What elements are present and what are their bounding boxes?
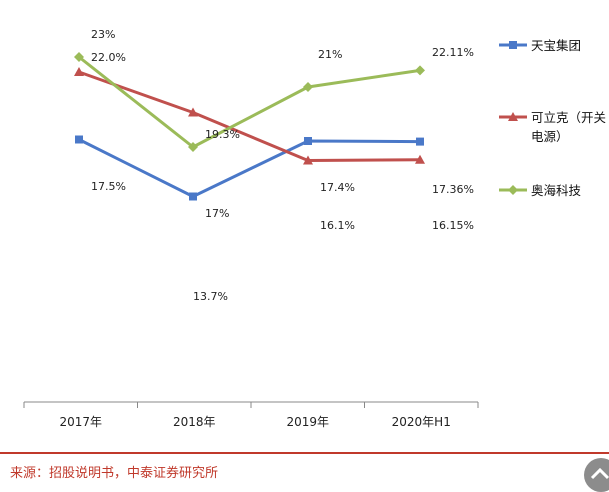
series-markers — [74, 52, 425, 201]
data-point-marker — [415, 65, 425, 76]
data-point-marker — [303, 155, 313, 165]
series-line — [78, 70, 421, 162]
x-tick-label: 2019年 — [286, 415, 329, 429]
data-label: 16.15% — [432, 219, 474, 232]
source-divider — [0, 452, 609, 454]
x-tick-label: 2020年H1 — [392, 415, 451, 429]
data-point-marker — [189, 192, 197, 201]
legend-label: 天宝集团 — [531, 38, 581, 53]
legend-label: 电源） — [531, 129, 569, 144]
data-label: 13.7% — [193, 290, 228, 303]
data-point-marker — [75, 135, 83, 144]
data-point-marker — [303, 82, 313, 92]
data-label: 21% — [318, 48, 342, 61]
data-point-marker — [509, 41, 517, 49]
data-point-marker — [304, 137, 312, 145]
series-line — [78, 138, 421, 198]
data-point-marker — [508, 185, 518, 195]
data-labels: 17.5% 13.7% 17.4% 17.36% 22.0% 19.3% 16.1% 16.1… — [91, 28, 474, 303]
series-line — [78, 55, 421, 149]
data-point-marker — [188, 142, 198, 152]
data-point-marker — [74, 52, 84, 62]
x-tick-label: 2017年 — [59, 415, 102, 429]
legend-label: 可立克（开关 — [531, 110, 606, 125]
source-note: 来源：招股说明书，中泰证券研究所 — [10, 466, 219, 481]
data-label: 17.4% — [320, 181, 355, 194]
data-label: 22.11% — [432, 46, 474, 59]
legend-label: 奥海科技 — [531, 183, 582, 198]
data-point-marker — [74, 67, 84, 76]
x-tick-label: 2018年 — [173, 415, 216, 429]
data-label: 16.1% — [320, 219, 355, 232]
data-point-marker — [416, 137, 424, 146]
data-label: 22.0% — [91, 51, 126, 64]
data-point-marker — [188, 107, 198, 117]
x-axis: 2017年 2018年 2019年 2020年H1 — [23, 401, 479, 429]
data-label: 23% — [91, 28, 115, 41]
data-point-marker — [508, 112, 518, 121]
data-label: 17.5% — [91, 180, 126, 193]
chevron-up-icon — [590, 467, 609, 480]
data-label: 17% — [205, 207, 229, 220]
data-point-marker — [415, 154, 425, 164]
series-lines — [78, 55, 421, 198]
data-label: 17.36% — [432, 183, 474, 196]
scroll-to-top-button[interactable] — [584, 458, 609, 492]
data-label: 19.3% — [205, 128, 240, 141]
